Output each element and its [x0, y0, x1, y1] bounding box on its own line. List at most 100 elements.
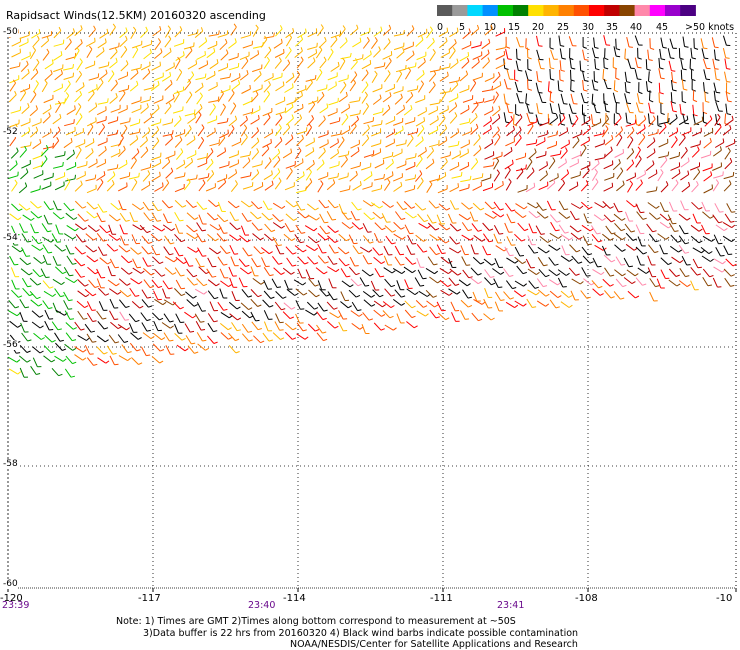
wind-barb: [338, 74, 349, 83]
wind-barb: [670, 80, 677, 92]
wind-barb: [253, 246, 265, 255]
wind-barb: [250, 311, 260, 322]
wind-barb: [318, 130, 329, 138]
wind-barb: [648, 244, 659, 254]
wind-barb: [154, 48, 163, 59]
legend-swatch: [680, 5, 696, 16]
wind-barb: [615, 68, 620, 81]
wind-barb: [393, 181, 403, 192]
wind-barb: [581, 116, 591, 126]
wind-barb: [593, 71, 599, 83]
wind-barb: [119, 212, 130, 222]
wind-barb: [396, 47, 405, 59]
wind-barb: [272, 332, 285, 340]
wind-barb: [152, 25, 162, 37]
wind-barb: [285, 134, 294, 146]
wind-barb: [307, 28, 318, 38]
wind-barb: [242, 40, 253, 49]
wind-barb: [53, 51, 63, 61]
lat-label-52: -52: [3, 127, 18, 137]
wind-barb: [603, 160, 614, 170]
wind-barb: [373, 256, 386, 265]
wind-barb: [373, 232, 383, 243]
wind-barb: [228, 150, 239, 159]
wind-barb: [438, 27, 449, 37]
wind-barb: [51, 367, 63, 377]
note-line-1: Note: 1) Times are GMT 2)Times along bot…: [116, 616, 516, 627]
wind-barb: [151, 126, 160, 138]
wind-barb: [363, 150, 375, 158]
wind-barb: [242, 96, 253, 106]
wind-barb: [86, 333, 97, 343]
wind-barb: [98, 69, 108, 80]
wind-barb: [240, 171, 252, 179]
wind-barb: [230, 73, 241, 83]
wind-barb: [383, 267, 396, 274]
wind-barb: [120, 267, 133, 275]
wind-barb: [370, 37, 378, 49]
wind-barb: [580, 136, 590, 147]
wind-barb: [174, 212, 184, 222]
time-label-2341: 23:41: [497, 600, 525, 611]
wind-barb: [74, 25, 83, 36]
wind-barb: [74, 200, 87, 209]
wind-barb: [558, 158, 567, 169]
wind-barb: [319, 139, 329, 149]
wind-barb: [560, 290, 573, 298]
wind-barb: [32, 35, 40, 48]
wind-barb: [42, 104, 52, 115]
wind-barb: [208, 247, 221, 255]
wind-barb: [242, 182, 254, 190]
wind-barb: [19, 367, 29, 378]
wind-barb: [238, 277, 248, 288]
wind-barb: [20, 118, 31, 127]
wind-barb: [426, 26, 433, 39]
wind-barb: [462, 28, 471, 40]
wind-barb: [701, 255, 714, 262]
wind-barb: [568, 267, 580, 276]
wind-barb: [582, 255, 594, 264]
wind-barb: [96, 171, 106, 181]
wind-barb: [139, 136, 148, 148]
wind-barb: [548, 256, 559, 266]
wind-barb: [330, 130, 342, 137]
wind-barb: [495, 245, 508, 252]
wind-barb: [571, 150, 582, 160]
wind-barb: [417, 28, 428, 38]
wind-barb: [263, 128, 274, 139]
wind-barb: [131, 234, 141, 245]
wind-barb: [483, 258, 496, 266]
wind-barb: [702, 268, 714, 278]
wind-barb: [294, 245, 307, 253]
wind-barb: [483, 116, 492, 127]
wind-barb: [558, 127, 569, 137]
wind-barb: [296, 333, 309, 340]
wind-barb: [130, 332, 142, 340]
wind-barb: [570, 203, 584, 209]
wind-barb: [186, 224, 198, 233]
wind-barb: [396, 280, 405, 291]
wind-barb: [535, 82, 543, 94]
wind-barb: [264, 223, 276, 233]
wind-barb: [230, 23, 237, 36]
wind-barb: [241, 310, 254, 319]
wind-barb: [317, 243, 327, 254]
wind-barb: [263, 279, 272, 290]
wind-barb: [604, 146, 613, 158]
wind-barb: [341, 222, 354, 229]
wind-barb: [86, 117, 97, 127]
wind-barb: [196, 222, 207, 232]
wind-barb: [593, 214, 606, 221]
wind-barb: [164, 25, 171, 38]
wind-barb: [130, 26, 137, 40]
wind-barb: [448, 39, 457, 51]
wind-barb: [415, 117, 426, 127]
wind-barb: [119, 27, 128, 39]
wind-barb: [382, 92, 392, 103]
wind-barb: [294, 114, 303, 126]
legend-label: 20: [532, 22, 544, 33]
wind-barb: [559, 60, 565, 72]
wind-barb: [29, 46, 37, 60]
wind-barb: [295, 288, 308, 296]
wind-barb: [185, 291, 197, 299]
